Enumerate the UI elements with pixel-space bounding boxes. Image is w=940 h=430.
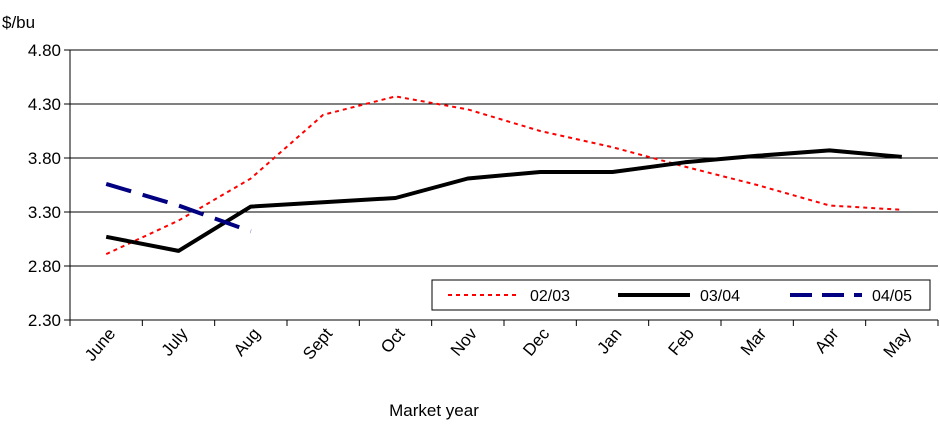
x-tick-label: Apr [811, 324, 843, 357]
legend-label: 04/05 [872, 288, 912, 305]
x-tick-label: Nov [447, 324, 481, 360]
x-tick-label: July [158, 324, 192, 360]
y-tick-label: 2.30 [28, 311, 61, 330]
x-tick-label: Mar [737, 324, 771, 359]
y-tick-label: 4.30 [28, 95, 61, 114]
y-tick-label: 4.80 [28, 41, 61, 60]
y-tick-label: 3.80 [28, 149, 61, 168]
y-axis-label: $/bu [2, 13, 35, 32]
y-tick-label: 3.30 [28, 203, 61, 222]
x-tick-label: Dec [519, 324, 553, 360]
legend: 02/03 03/04 04/05 [431, 279, 931, 311]
x-tick-label: Feb [665, 324, 698, 359]
series-line-03-04 [105, 148, 902, 253]
x-tick-label: June [81, 324, 119, 364]
y-tick-label: 2.80 [28, 257, 61, 276]
x-tick-label: May [880, 324, 916, 361]
legend-label: 03/04 [700, 288, 740, 305]
x-tick-label: Sept [299, 324, 336, 363]
x-tick-label: Oct [377, 324, 409, 357]
x-tick-label: Aug [230, 324, 264, 359]
x-axis-label: Market year [389, 401, 479, 420]
series-lines [105, 95, 902, 256]
legend-label: 02/03 [530, 288, 570, 305]
x-tick-label: Jan [593, 324, 625, 357]
series-line-04-05 [105, 181, 252, 234]
